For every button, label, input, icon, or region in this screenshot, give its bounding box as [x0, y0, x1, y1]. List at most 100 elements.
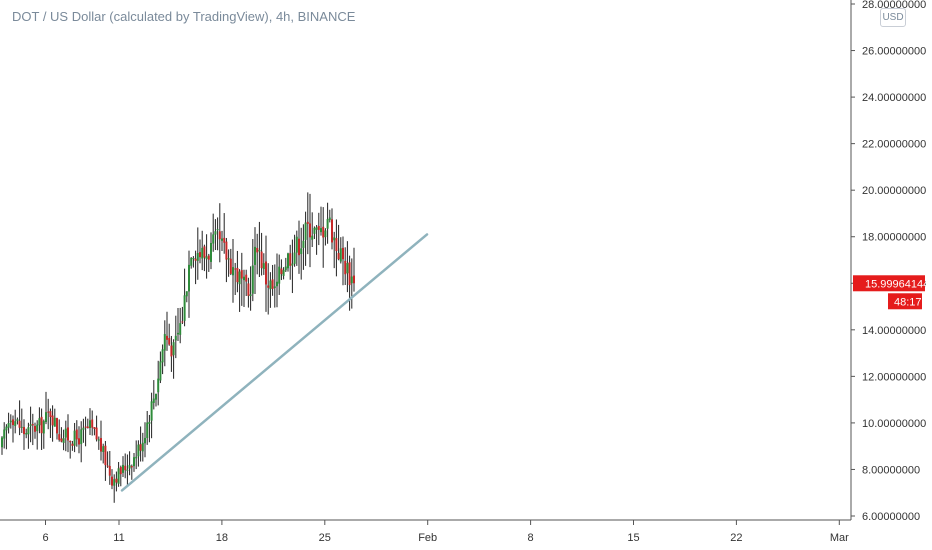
time-tick-label: Feb [418, 532, 437, 544]
candle [232, 238, 234, 303]
candle-body [7, 422, 10, 428]
currency-button[interactable]: USD [880, 8, 906, 27]
candle-body [27, 427, 30, 435]
time-axis[interactable]: 6 11 18 25 Feb 8 15 22 Mar [0, 519, 851, 544]
candle [18, 400, 21, 436]
candle-body [111, 476, 113, 486]
candle [174, 315, 177, 359]
candle-body [183, 295, 186, 321]
candle-body [40, 416, 43, 434]
time-tick-label: 8 [528, 532, 534, 544]
candle-body [256, 247, 259, 253]
candle-body [339, 248, 342, 262]
candle-body [207, 255, 210, 260]
candle-body [280, 268, 283, 275]
candle-body [157, 378, 160, 393]
candle [309, 193, 311, 268]
candle [251, 239, 254, 302]
candle-body [155, 393, 157, 400]
symbol-title[interactable]: DOT / US Dollar (calculated by TradingVi… [12, 9, 356, 24]
candle [141, 432, 144, 462]
candle [1, 436, 3, 455]
candle-body [271, 279, 274, 289]
candle [324, 228, 327, 246]
candle-body [179, 323, 182, 335]
candle [115, 471, 118, 492]
price-tick-label: 8.00000000 [862, 464, 920, 476]
price-tick-label: 18.00000000 [862, 232, 926, 244]
candle [62, 429, 65, 451]
candle [262, 253, 265, 275]
candle-body [300, 248, 303, 255]
candle [45, 391, 47, 425]
candle [82, 418, 85, 443]
candle-body [9, 420, 12, 423]
candle-body [51, 415, 54, 426]
candle-body [293, 252, 296, 264]
candle-body [102, 446, 105, 453]
candle [31, 413, 34, 446]
candle-body [188, 264, 190, 292]
candle [84, 416, 87, 447]
candle-body [14, 421, 17, 427]
candle [254, 227, 256, 294]
candle [214, 219, 217, 250]
candle [218, 203, 221, 263]
candle-body [36, 424, 39, 432]
candle [322, 207, 325, 268]
candle-body [100, 438, 102, 452]
candle [106, 451, 109, 468]
candle [38, 407, 41, 434]
candle [47, 398, 50, 430]
candle [172, 339, 175, 379]
candle-body [203, 246, 206, 258]
candle-body [119, 466, 122, 475]
candle [159, 351, 162, 384]
candle [23, 419, 25, 450]
candle [243, 269, 245, 307]
candle [157, 360, 160, 406]
candle-body [190, 257, 193, 266]
candle [344, 247, 347, 286]
candle-body [31, 424, 34, 426]
candle-body [337, 252, 340, 260]
candle [335, 219, 338, 277]
candle [194, 250, 197, 285]
candle-body [58, 434, 61, 440]
trendline[interactable] [120, 233, 429, 492]
candle [249, 266, 252, 311]
candle-body [291, 263, 294, 266]
candle [192, 256, 195, 268]
price-axis[interactable]: 6.00000000 8.00000000 10.00000000 12.000000… [850, 0, 926, 523]
candle-body [221, 238, 223, 241]
candle-body [80, 429, 83, 445]
candle-body [214, 231, 217, 235]
candle [320, 206, 322, 236]
candle [280, 259, 283, 281]
candle-body [16, 419, 19, 421]
candle-body [333, 237, 336, 241]
time-tick-label: 11 [113, 532, 124, 544]
candle [161, 344, 164, 375]
candle [150, 392, 153, 439]
candle-body [245, 274, 248, 282]
candle [86, 418, 89, 429]
candle-body [350, 276, 353, 284]
candle-body [89, 420, 91, 429]
candle [342, 236, 344, 286]
candle [236, 250, 239, 293]
candle [247, 277, 250, 308]
countdown-label: 48:17 [894, 296, 922, 308]
candle-body [146, 422, 149, 438]
candle [256, 233, 259, 275]
candle-body [229, 258, 232, 274]
candle-body [42, 421, 45, 434]
candle-body [25, 433, 28, 435]
candle [333, 231, 336, 269]
candle-body [196, 253, 199, 261]
candle [3, 422, 6, 449]
candle-body [23, 427, 25, 435]
candle-body [117, 468, 120, 484]
candle [240, 252, 243, 306]
